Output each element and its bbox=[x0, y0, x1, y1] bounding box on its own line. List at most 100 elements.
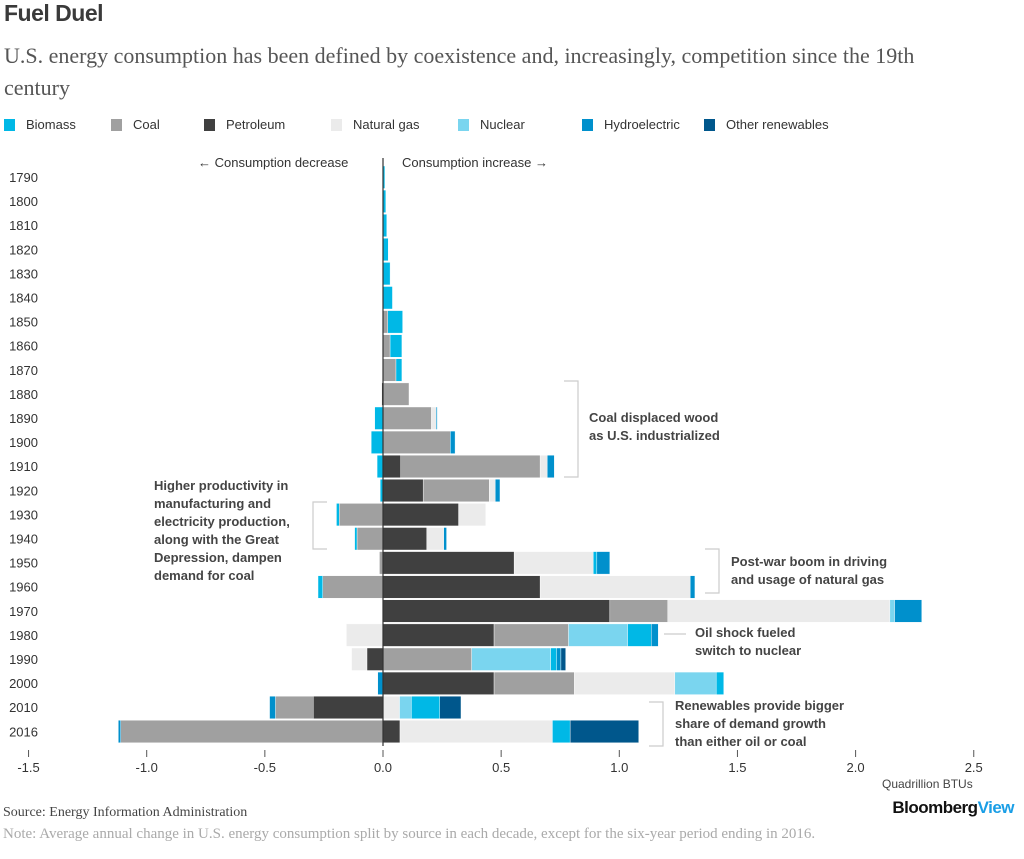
bar-segment-biomass bbox=[552, 720, 571, 743]
bar-segment-coal bbox=[382, 382, 410, 406]
bar-segment-hydroelectric bbox=[547, 455, 555, 478]
bar-segment-natural-gas bbox=[382, 696, 400, 719]
annotation-renewables: Renewables provide bigger share of deman… bbox=[675, 697, 844, 751]
bar-segment-petroleum bbox=[382, 527, 427, 551]
annotation-productivity: Higher productivity in manufacturing and… bbox=[154, 477, 290, 585]
bar-segment-biomass bbox=[374, 406, 384, 430]
bar-segment-biomass bbox=[550, 647, 557, 671]
y-tick-label: 1790 bbox=[9, 170, 38, 185]
bar-segment-natural-gas bbox=[351, 647, 368, 671]
legend-label: Nuclear bbox=[480, 117, 525, 132]
annotation-line: than either oil or coal bbox=[675, 734, 807, 749]
y-tick-label: 1900 bbox=[9, 435, 38, 450]
bar-segment-coal bbox=[120, 720, 384, 743]
direction-label-decrease: ← Consumption decrease bbox=[198, 155, 349, 170]
bar-segment-natural-gas bbox=[458, 503, 486, 527]
annotation-line: along with the Great bbox=[154, 532, 279, 547]
annotation-line: Higher productivity in bbox=[154, 478, 289, 493]
annotation-coal: Coal displaced wood as U.S. industrializ… bbox=[589, 409, 720, 445]
bar-segment-hydroelectric bbox=[377, 671, 384, 695]
legend-item-petroleum: Petroleum bbox=[204, 117, 285, 132]
legend-label: Other renewables bbox=[726, 117, 829, 132]
bar-segment-biomass bbox=[411, 696, 440, 719]
bar-segment-coal bbox=[382, 334, 391, 358]
bar-segment-coal bbox=[382, 358, 397, 382]
bar-segment-petroleum bbox=[313, 696, 384, 719]
bar-segment-biomass bbox=[382, 238, 389, 262]
y-tick-label: 1840 bbox=[9, 291, 38, 306]
annotation-oilshock: Oil shock fueled switch to nuclear bbox=[695, 624, 801, 660]
bar-segment-petroleum bbox=[382, 623, 495, 647]
bar-segment-hydroelectric bbox=[651, 623, 659, 647]
annotation-line: Depression, dampen bbox=[154, 550, 282, 565]
x-tick-label: -1.0 bbox=[135, 760, 157, 775]
bar-segment-other-renewables bbox=[569, 720, 639, 743]
bar-segment-coal bbox=[382, 647, 472, 671]
x-tick-label: -0.5 bbox=[254, 760, 276, 775]
logo-part2: View bbox=[977, 798, 1015, 817]
y-tick-label: 1810 bbox=[9, 218, 38, 233]
legend-item-hydroelectric: Hydroelectric bbox=[582, 117, 680, 132]
bar-segment-nuclear bbox=[568, 623, 628, 647]
logo-part1: Bloomberg bbox=[892, 798, 978, 817]
bar-segment-petroleum bbox=[382, 599, 611, 623]
bar-segment-nuclear bbox=[674, 671, 717, 695]
bar-segment-coal bbox=[322, 575, 384, 599]
y-tick-label: 1930 bbox=[9, 507, 38, 522]
bar-segment-petroleum bbox=[382, 720, 401, 743]
bar-segment-biomass bbox=[395, 358, 403, 382]
bar-segment-petroleum bbox=[382, 455, 401, 478]
bar-segment-petroleum bbox=[382, 575, 541, 599]
bar-segment-coal bbox=[493, 671, 575, 695]
bar-segment-coal bbox=[382, 310, 388, 334]
y-tick-label: 1940 bbox=[9, 532, 38, 547]
chart-title: Fuel Duel bbox=[4, 0, 104, 26]
legend-swatch bbox=[582, 118, 593, 131]
bar-segment-coal bbox=[339, 503, 384, 527]
bar-segment-petroleum bbox=[382, 479, 424, 502]
annotation-bracket bbox=[705, 548, 720, 594]
bar-segment-coal bbox=[400, 455, 541, 478]
bar-segment-hydroelectric bbox=[450, 430, 456, 454]
bar-segment-hydroelectric bbox=[596, 551, 611, 575]
y-tick-label: 1910 bbox=[9, 459, 38, 474]
bar-segment-nuclear bbox=[889, 599, 895, 623]
bar-segment-biomass bbox=[627, 623, 652, 647]
y-tick-label: 1920 bbox=[9, 483, 38, 498]
bar-segment-biomass bbox=[382, 286, 393, 310]
bar-segment-biomass bbox=[593, 551, 598, 575]
x-tick-label: 0.0 bbox=[374, 760, 392, 775]
y-tick-label: 1890 bbox=[9, 411, 38, 426]
x-tick-label: 1.0 bbox=[610, 760, 628, 775]
bar-segment-coal bbox=[422, 479, 490, 502]
y-tick-label: 1870 bbox=[9, 363, 38, 378]
bar-segment-coal bbox=[356, 527, 384, 551]
bar-segment-hydroelectric bbox=[118, 720, 121, 743]
bar-segment-nuclear bbox=[399, 696, 412, 719]
bar-segment-hydroelectric bbox=[435, 406, 438, 430]
x-tick-label: 2.5 bbox=[965, 760, 983, 775]
bar-segment-coal bbox=[382, 430, 451, 454]
y-tick-label: 1830 bbox=[9, 266, 38, 281]
bar-segment-biomass bbox=[317, 575, 323, 599]
bar-segment-biomass bbox=[336, 503, 340, 527]
x-tick-label: 1.5 bbox=[728, 760, 746, 775]
bar-segment-biomass bbox=[715, 671, 724, 695]
annotation-line: as U.S. industrialized bbox=[589, 428, 720, 443]
bar-segment-biomass bbox=[387, 310, 403, 334]
annotation-bracket bbox=[649, 701, 664, 747]
bar-segment-coal bbox=[275, 696, 314, 719]
y-tick-label: 1950 bbox=[9, 556, 38, 571]
legend-item-nuclear: Nuclear bbox=[458, 117, 525, 132]
note-text: Note: Average annual change in U.S. ener… bbox=[3, 826, 816, 842]
legend-item-natural-gas: Natural gas bbox=[331, 117, 419, 132]
bar-segment-natural-gas bbox=[346, 623, 384, 647]
legend-label: Natural gas bbox=[353, 117, 420, 132]
y-tick-label: 1850 bbox=[9, 315, 38, 330]
legend-item-coal: Coal bbox=[111, 117, 160, 132]
annotation-line: manufacturing and bbox=[154, 496, 272, 511]
x-tick-label: 2.0 bbox=[847, 760, 865, 775]
x-axis-label: Quadrillion BTUs bbox=[882, 777, 973, 791]
y-tick-label: 1860 bbox=[9, 339, 38, 354]
bar-segment-petroleum bbox=[382, 551, 515, 575]
